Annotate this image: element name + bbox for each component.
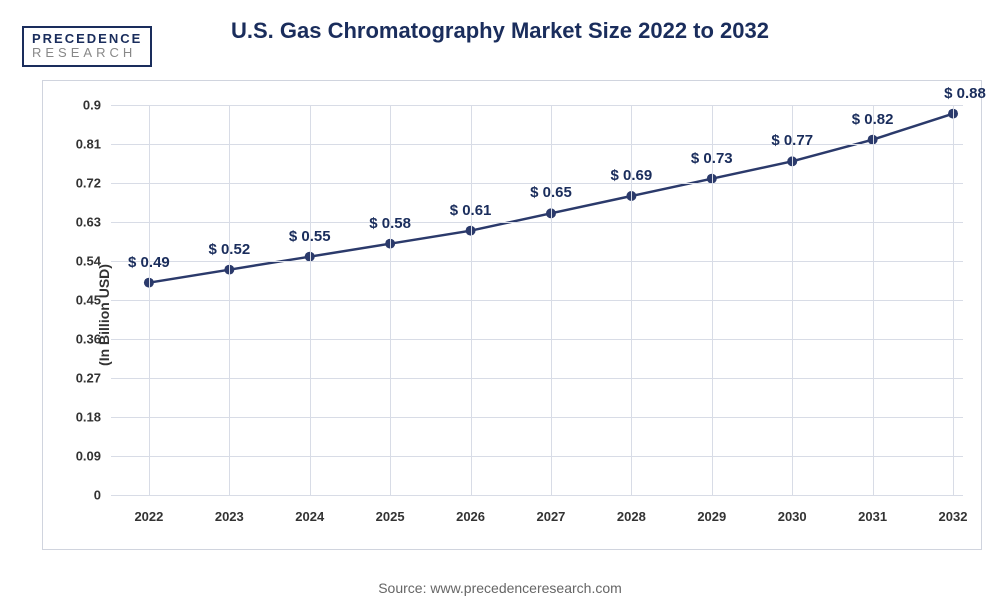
gridline-h — [111, 378, 963, 379]
y-tick-label: 0.81 — [76, 137, 101, 152]
gridline-h — [111, 456, 963, 457]
gridline-v — [873, 105, 874, 495]
x-tick-label: 2029 — [697, 509, 726, 524]
logo-text-bottom: RESEARCH — [32, 45, 142, 61]
gridline-h — [111, 105, 963, 106]
data-label: $ 0.88 — [944, 85, 986, 102]
gridline-h — [111, 495, 963, 496]
y-tick-label: 0.09 — [76, 449, 101, 464]
x-tick-label: 2028 — [617, 509, 646, 524]
brand-logo: PRECEDENCE RESEARCH — [22, 26, 152, 67]
gridline-v — [229, 105, 230, 495]
gridline-v — [149, 105, 150, 495]
data-label: $ 0.82 — [852, 111, 894, 128]
y-tick-label: 0.36 — [76, 332, 101, 347]
x-tick-label: 2023 — [215, 509, 244, 524]
y-tick-label: 0.63 — [76, 215, 101, 230]
plot-area: 00.090.180.270.360.450.540.630.720.810.9… — [111, 105, 963, 495]
y-tick-label: 0.72 — [76, 176, 101, 191]
y-tick-label: 0.18 — [76, 410, 101, 425]
data-label: $ 0.65 — [530, 184, 572, 201]
data-label: $ 0.77 — [771, 132, 813, 149]
x-tick-label: 2032 — [939, 509, 968, 524]
y-tick-label: 0.9 — [83, 98, 101, 113]
data-label: $ 0.58 — [369, 215, 411, 232]
data-label: $ 0.61 — [450, 202, 492, 219]
data-label: $ 0.73 — [691, 150, 733, 167]
logo-text-top: PRECEDENCE — [32, 32, 142, 45]
y-tick-label: 0.45 — [76, 293, 101, 308]
gridline-h — [111, 339, 963, 340]
x-tick-label: 2030 — [778, 509, 807, 524]
gridline-v — [551, 105, 552, 495]
gridline-v — [792, 105, 793, 495]
gridline-v — [390, 105, 391, 495]
gridline-v — [953, 105, 954, 495]
y-tick-label: 0.27 — [76, 371, 101, 386]
chart-container: (In Billion USD) 00.090.180.270.360.450.… — [42, 80, 982, 550]
gridline-h — [111, 222, 963, 223]
x-tick-label: 2022 — [134, 509, 163, 524]
gridline-h — [111, 417, 963, 418]
gridline-v — [471, 105, 472, 495]
data-label: $ 0.49 — [128, 254, 170, 271]
x-tick-label: 2026 — [456, 509, 485, 524]
x-tick-label: 2024 — [295, 509, 324, 524]
data-label: $ 0.69 — [611, 167, 653, 184]
x-tick-label: 2025 — [376, 509, 405, 524]
x-tick-label: 2031 — [858, 509, 887, 524]
y-axis-label: (In Billion USD) — [96, 264, 112, 366]
y-tick-label: 0.54 — [76, 254, 101, 269]
gridline-h — [111, 300, 963, 301]
gridline-v — [310, 105, 311, 495]
data-label: $ 0.52 — [208, 241, 250, 258]
gridline-h — [111, 261, 963, 262]
data-label: $ 0.55 — [289, 228, 331, 245]
source-text: Source: www.precedenceresearch.com — [0, 580, 1000, 596]
x-tick-label: 2027 — [536, 509, 565, 524]
gridline-h — [111, 144, 963, 145]
y-tick-label: 0 — [94, 488, 101, 503]
gridline-v — [631, 105, 632, 495]
